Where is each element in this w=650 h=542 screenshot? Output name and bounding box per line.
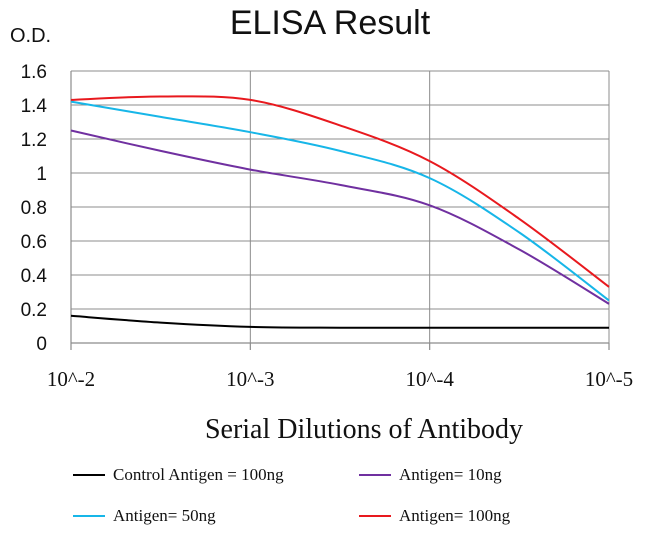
series-line-antigen-10ng bbox=[70, 129, 610, 305]
legend-label: Antigen= 50ng bbox=[113, 506, 216, 525]
x-tick-label: 10^-4 bbox=[405, 367, 454, 391]
legend-item-control-antigen-100ng: Control Antigen = 100ng bbox=[73, 465, 284, 484]
series-line-control-antigen-100ng bbox=[70, 314, 609, 329]
x-tick-labels: 10^-2 10^-3 10^-4 10^-5 bbox=[47, 367, 633, 391]
legend-label: Control Antigen = 100ng bbox=[113, 465, 284, 484]
y-tick-label: 0.8 bbox=[21, 198, 47, 219]
legend-item-antigen-10ng: Antigen= 10ng bbox=[359, 465, 502, 484]
legend-item-antigen-100ng: Antigen= 100ng bbox=[359, 506, 511, 525]
grid-layer bbox=[70, 70, 610, 343]
y-tick-label: 0 bbox=[36, 334, 47, 355]
y-tick-label: 1.4 bbox=[21, 96, 48, 117]
legend-label: Antigen= 100ng bbox=[399, 506, 511, 525]
x-tick-label: 10^-3 bbox=[226, 367, 274, 391]
axis-layer bbox=[70, 71, 610, 350]
legend-item-antigen-50ng: Antigen= 50ng bbox=[73, 506, 216, 525]
x-axis-label: Serial Dilutions of Antibody bbox=[205, 414, 523, 445]
x-tick-label: 10^-5 bbox=[585, 367, 633, 391]
y-tick-label: 1.6 bbox=[21, 62, 47, 83]
chart-title: ELISA Result bbox=[230, 4, 431, 42]
y-tick-label: 0.6 bbox=[21, 232, 47, 253]
y-axis-label: O.D. bbox=[10, 25, 51, 47]
series-line-antigen-100ng bbox=[70, 95, 610, 288]
legend-label: Antigen= 10ng bbox=[399, 465, 502, 484]
y-tick-labels: 0 0.2 0.4 0.6 0.8 1 1.2 1.4 1.6 bbox=[21, 62, 48, 355]
series-line-antigen-50ng bbox=[70, 100, 610, 302]
y-tick-label: 0.2 bbox=[21, 300, 47, 321]
x-tick-label: 10^-2 bbox=[47, 367, 95, 391]
y-tick-label: 0.4 bbox=[21, 266, 48, 287]
y-tick-label: 1.2 bbox=[21, 130, 47, 151]
series-layer bbox=[70, 95, 610, 329]
legend: Control Antigen = 100ng Antigen= 10ng Anti… bbox=[73, 465, 511, 525]
y-tick-label: 1 bbox=[36, 164, 47, 185]
